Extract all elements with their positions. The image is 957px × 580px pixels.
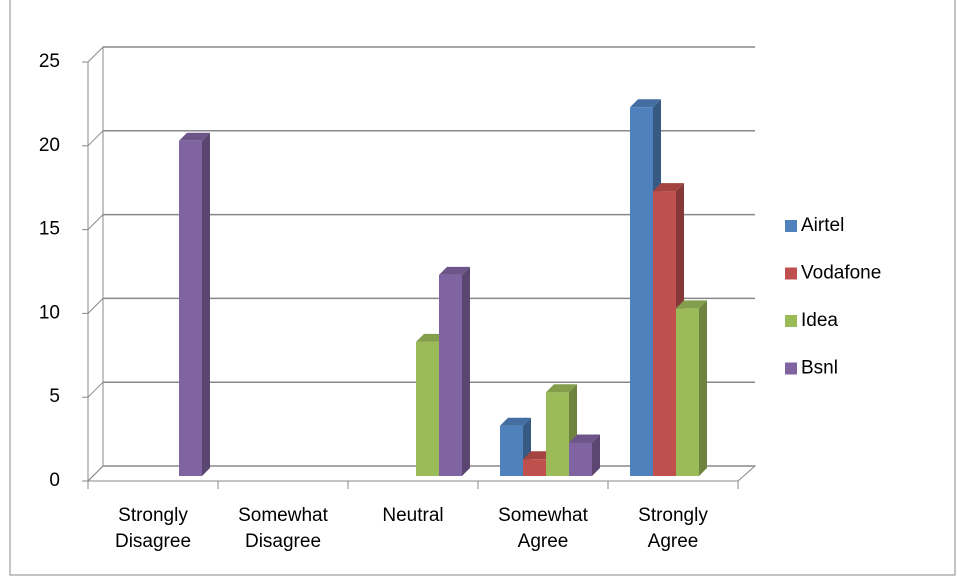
grid-line: [87, 465, 104, 482]
bar-front: [653, 191, 676, 476]
bar-top: [439, 266, 470, 275]
y-tick-label: 5: [49, 386, 60, 407]
legend-swatch: [785, 267, 797, 280]
y-tick-label: 10: [39, 302, 60, 323]
bar-front: [546, 392, 569, 476]
y-tick-label: 0: [49, 470, 60, 491]
legend-swatch: [785, 220, 797, 232]
grid-line: [87, 46, 104, 63]
bar: [676, 300, 707, 476]
legend-label: Vodafone: [801, 263, 881, 284]
bar-front: [523, 459, 546, 476]
bar-front: [569, 442, 592, 476]
x-tick-label: Neutral: [382, 505, 444, 526]
grid-line: [87, 214, 104, 230]
bar: [546, 384, 577, 476]
bar-side: [202, 132, 210, 477]
bar-front: [630, 107, 653, 476]
bar: [569, 434, 600, 476]
bar-top: [500, 417, 531, 426]
bar-top: [569, 434, 600, 443]
legend-label: Idea: [801, 310, 838, 331]
bar-front: [439, 274, 462, 476]
bar-side: [462, 266, 470, 476]
bar-top: [546, 384, 577, 393]
bar-front: [500, 425, 523, 476]
y-tick-label: 15: [39, 219, 60, 240]
bar-top: [179, 132, 210, 141]
bar-side: [699, 300, 707, 476]
bar: [179, 132, 210, 477]
bar-top: [630, 99, 661, 108]
bar: [439, 266, 470, 476]
legend-swatch: [785, 362, 797, 375]
grid-line: [87, 130, 104, 147]
chart-frame: [9, 0, 956, 576]
bar-front: [416, 341, 439, 476]
y-tick-label: 25: [39, 51, 60, 72]
grid-line: [87, 381, 104, 398]
bar-side: [592, 434, 600, 476]
y-tick-label: 20: [39, 135, 60, 156]
grid-line: [87, 298, 104, 314]
x-tick-label: Strongly Agree: [638, 505, 708, 552]
bar-top: [676, 300, 707, 309]
legend-label: Bsnl: [801, 358, 838, 379]
bar-top: [653, 183, 684, 192]
x-tick-label: Somewhat Agree: [498, 505, 588, 552]
legend-swatch: [785, 315, 797, 327]
bar-front: [676, 308, 699, 476]
legend-label: Airtel: [801, 215, 844, 236]
bar-front: [179, 140, 202, 477]
x-tick-label: Strongly Disagree: [114, 505, 192, 552]
x-tick-label: Somewhat Disagree: [238, 505, 328, 552]
